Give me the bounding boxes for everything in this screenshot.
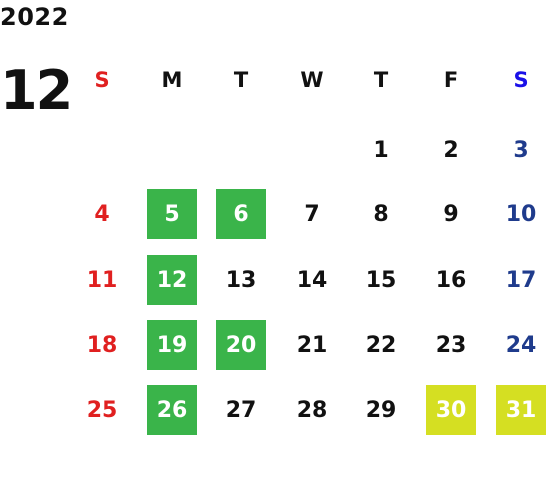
calendar-day-8[interactable]: 8 <box>373 201 389 227</box>
calendar-day-16[interactable]: 16 <box>435 267 467 293</box>
weekday-header-sat: S <box>513 68 529 92</box>
calendar-day-13[interactable]: 13 <box>225 267 257 293</box>
calendar-day-26[interactable]: 26 <box>147 385 197 435</box>
calendar-day-14[interactable]: 14 <box>296 267 328 293</box>
year-label: 2022 <box>0 3 69 31</box>
weekday-header-thu: T <box>373 68 389 92</box>
calendar-day-5[interactable]: 5 <box>147 189 197 239</box>
calendar-day-2[interactable]: 2 <box>443 137 459 163</box>
calendar-day-17[interactable]: 17 <box>505 267 537 293</box>
weekday-header-mon: M <box>161 68 183 92</box>
calendar-day-24[interactable]: 24 <box>505 332 537 358</box>
calendar-day-12[interactable]: 12 <box>147 255 197 305</box>
weekday-header-sun: S <box>94 68 110 92</box>
calendar-day-29[interactable]: 29 <box>365 397 397 423</box>
calendar-day-27[interactable]: 27 <box>225 397 257 423</box>
calendar-day-22[interactable]: 22 <box>365 332 397 358</box>
calendar-day-23[interactable]: 23 <box>435 332 467 358</box>
calendar-day-4[interactable]: 4 <box>94 201 110 227</box>
calendar-day-3[interactable]: 3 <box>513 137 529 163</box>
calendar-day-9[interactable]: 9 <box>443 201 459 227</box>
calendar-day-6[interactable]: 6 <box>216 189 266 239</box>
calendar-day-15[interactable]: 15 <box>365 267 397 293</box>
calendar-day-7[interactable]: 7 <box>304 201 320 227</box>
calendar-day-25[interactable]: 25 <box>86 397 118 423</box>
weekday-header-fri: F <box>443 68 459 92</box>
calendar-day-19[interactable]: 19 <box>147 320 197 370</box>
calendar-day-11[interactable]: 11 <box>86 267 118 293</box>
calendar-day-28[interactable]: 28 <box>296 397 328 423</box>
calendar-day-30[interactable]: 30 <box>426 385 476 435</box>
calendar-day-21[interactable]: 21 <box>296 332 328 358</box>
month-number: 12 <box>0 59 73 122</box>
weekday-header-wed: W <box>300 68 324 92</box>
calendar-day-10[interactable]: 10 <box>505 201 537 227</box>
calendar-day-20[interactable]: 20 <box>216 320 266 370</box>
weekday-header-tue: T <box>233 68 249 92</box>
calendar-day-18[interactable]: 18 <box>86 332 118 358</box>
calendar-day-1[interactable]: 1 <box>373 137 389 163</box>
calendar-day-31[interactable]: 31 <box>496 385 546 435</box>
